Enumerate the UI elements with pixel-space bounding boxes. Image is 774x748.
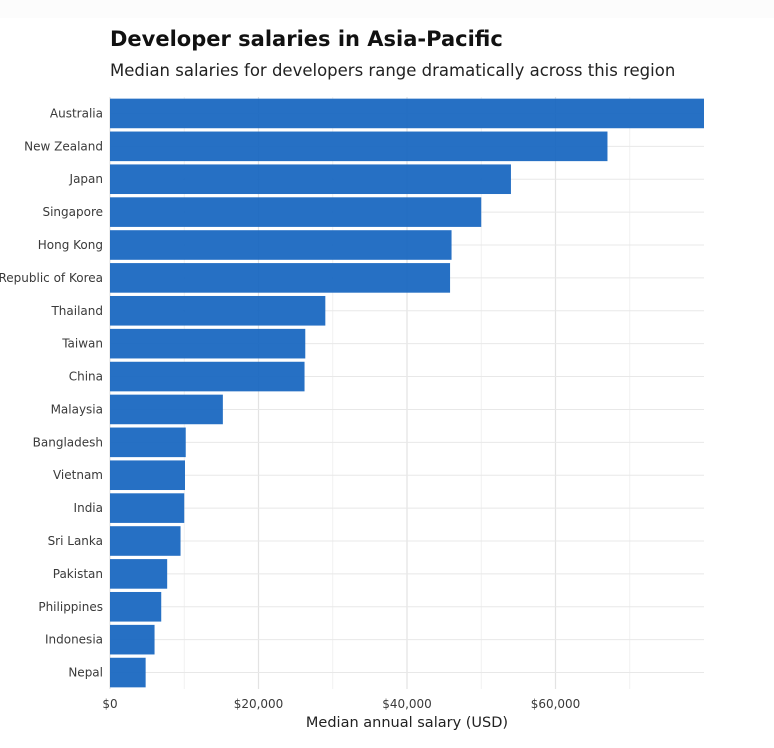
bar-malaysia [110, 394, 223, 425]
x-tick-labels: $0 $20,000 $40,000 $60,000 [102, 697, 580, 711]
bar-sri-lanka [110, 526, 181, 556]
category-label: Nepal [68, 666, 103, 680]
category-label: Japan [69, 172, 103, 186]
category-label: Indonesia [45, 633, 103, 647]
bar-thailand [110, 295, 326, 326]
category-label: Sri Lanka [48, 534, 103, 548]
bars [110, 98, 704, 688]
bar-bangladesh [110, 427, 186, 458]
x-axis-title: Median annual salary (USD) [306, 715, 508, 731]
category-label: Philippines [38, 600, 103, 614]
x-tick-label: $60,000 [531, 697, 581, 711]
chart-subtitle: Median salaries for developers range dra… [110, 61, 676, 80]
category-label: Malaysia [51, 402, 103, 416]
bar-philippines [110, 591, 162, 622]
top-strip [0, 0, 774, 18]
category-label: Vietnam [53, 468, 103, 482]
category-label: Bangladesh [33, 435, 103, 449]
category-label: China [69, 370, 103, 384]
category-label: Hong Kong [38, 238, 103, 252]
chart-title: Developer salaries in Asia-Pacific [110, 27, 503, 51]
bar-singapore [110, 197, 482, 227]
bar-taiwan [110, 328, 306, 359]
x-tick-label: $20,000 [234, 697, 284, 711]
category-label: India [74, 501, 103, 515]
category-label: Pakistan [53, 567, 103, 581]
x-tick-label: $0 [102, 697, 117, 711]
bar-new-zealand [110, 131, 608, 162]
category-label: Republic of Korea [0, 271, 103, 285]
bar-hong-kong [110, 230, 452, 260]
category-label: Australia [50, 106, 103, 120]
category-label: New Zealand [24, 139, 103, 153]
category-label: Singapore [42, 205, 103, 219]
bar-nepal [110, 657, 146, 688]
bar-pakistan [110, 559, 168, 589]
bar-china [110, 361, 305, 392]
bar-india [110, 493, 185, 523]
bar-japan [110, 164, 511, 195]
bar-australia [110, 98, 704, 129]
x-tick-label: $40,000 [382, 697, 432, 711]
bar-vietnam [110, 460, 185, 491]
category-label: Taiwan [61, 337, 103, 351]
bar-indonesia [110, 624, 155, 655]
category-labels: Australia New Zealand Japan Singapore Hong K… [0, 106, 103, 679]
category-label: Thailand [50, 304, 103, 318]
bar-republic-of-korea [110, 263, 451, 293]
